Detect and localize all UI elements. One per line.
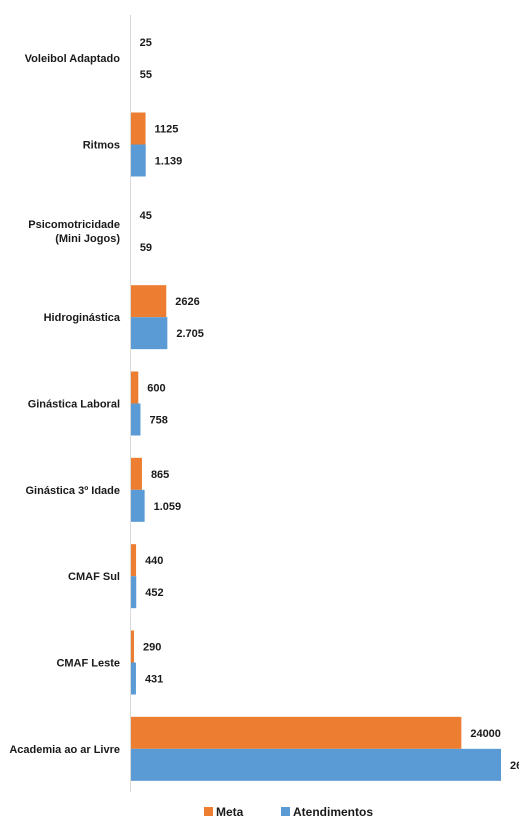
bar-atendimentos-ritmos xyxy=(130,144,146,177)
legend-label-meta: Meta xyxy=(216,805,244,819)
bar-atendimentos-hidroginastica xyxy=(130,317,168,350)
category-label-academia-ao-ar-livre: Academia ao ar Livre xyxy=(9,744,120,756)
value-label-meta-hidroginastica: 2626 xyxy=(175,296,199,308)
category-label-psicomotricidade-mini-jogos-line-1: Psicomotricidade xyxy=(28,219,120,231)
value-label-atendimentos-hidroginastica: 2.705 xyxy=(176,328,204,340)
legend: Meta Atendimentos xyxy=(204,805,373,819)
value-labels: 25 55 1125 1.139 45 59 2626 2.705 600 758 865 1.059… xyxy=(140,37,519,772)
bars-layer xyxy=(130,26,501,781)
category-label-ginastica-laboral: Ginástica Laboral xyxy=(28,399,120,411)
value-label-atendimentos-cmaf-sul: 452 xyxy=(145,587,163,599)
bar-atendimentos-ginastica-3-idade xyxy=(130,489,145,522)
category-label-cmaf-leste: CMAF Leste xyxy=(56,658,120,670)
value-label-meta-cmaf-sul: 440 xyxy=(145,555,163,567)
bar-atendimentos-cmaf-leste xyxy=(130,662,136,695)
category-label-psicomotricidade-mini-jogos-line-2: (Mini Jogos) xyxy=(55,233,120,245)
value-label-meta-ginastica-3-idade: 865 xyxy=(151,469,169,481)
bar-atendimentos-ginastica-laboral xyxy=(130,403,141,436)
value-label-meta-ginastica-laboral: 600 xyxy=(147,383,165,395)
legend-swatch-meta xyxy=(204,807,213,816)
value-label-atendimentos-voleibol-adaptado: 55 xyxy=(140,69,152,81)
category-label-hidroginastica: Hidroginástica xyxy=(44,312,121,324)
bar-meta-hidroginastica xyxy=(130,285,167,318)
bar-meta-ritmos xyxy=(130,112,146,145)
value-label-meta-cmaf-leste: 290 xyxy=(143,642,161,654)
category-label-voleibol-adaptado: Voleibol Adaptado xyxy=(25,53,121,65)
bar-meta-cmaf-sul xyxy=(130,544,137,577)
category-label-ritmos: Ritmos xyxy=(83,140,120,152)
value-label-meta-ritmos: 1125 xyxy=(155,124,179,136)
value-label-atendimentos-cmaf-leste: 431 xyxy=(145,674,163,686)
bar-meta-ginastica-3-idade xyxy=(130,457,142,490)
value-label-atendimentos-ginastica-3-idade: 1.059 xyxy=(154,501,182,513)
bar-meta-cmaf-leste xyxy=(130,630,135,663)
legend-swatch-atendimentos xyxy=(281,807,290,816)
category-labels: Voleibol Adaptado Ritmos Psicomotricidade (… xyxy=(9,53,121,756)
value-label-meta-voleibol-adaptado: 25 xyxy=(140,37,152,49)
category-label-cmaf-sul: CMAF Sul xyxy=(68,571,120,583)
value-label-meta-psicomotricidade-mini-jogos: 45 xyxy=(140,210,152,222)
category-label-ginastica-3-idade: Ginástica 3º Idade xyxy=(26,485,121,497)
bar-meta-ginastica-laboral xyxy=(130,371,139,404)
value-label-atendimentos-ritmos: 1.139 xyxy=(155,156,183,168)
legend-label-atendimentos: Atendimentos xyxy=(293,805,373,819)
value-label-meta-academia-ao-ar-livre: 24000 xyxy=(470,728,501,740)
value-label-atendimentos-academia-ao-ar-livre: 26.873 xyxy=(510,760,519,772)
bar-meta-academia-ao-ar-livre xyxy=(130,716,462,749)
bar-atendimentos-cmaf-sul xyxy=(130,576,137,609)
bar-atendimentos-academia-ao-ar-livre xyxy=(130,748,501,781)
value-label-atendimentos-psicomotricidade-mini-jogos: 59 xyxy=(140,242,152,254)
value-label-atendimentos-ginastica-laboral: 758 xyxy=(149,415,167,427)
